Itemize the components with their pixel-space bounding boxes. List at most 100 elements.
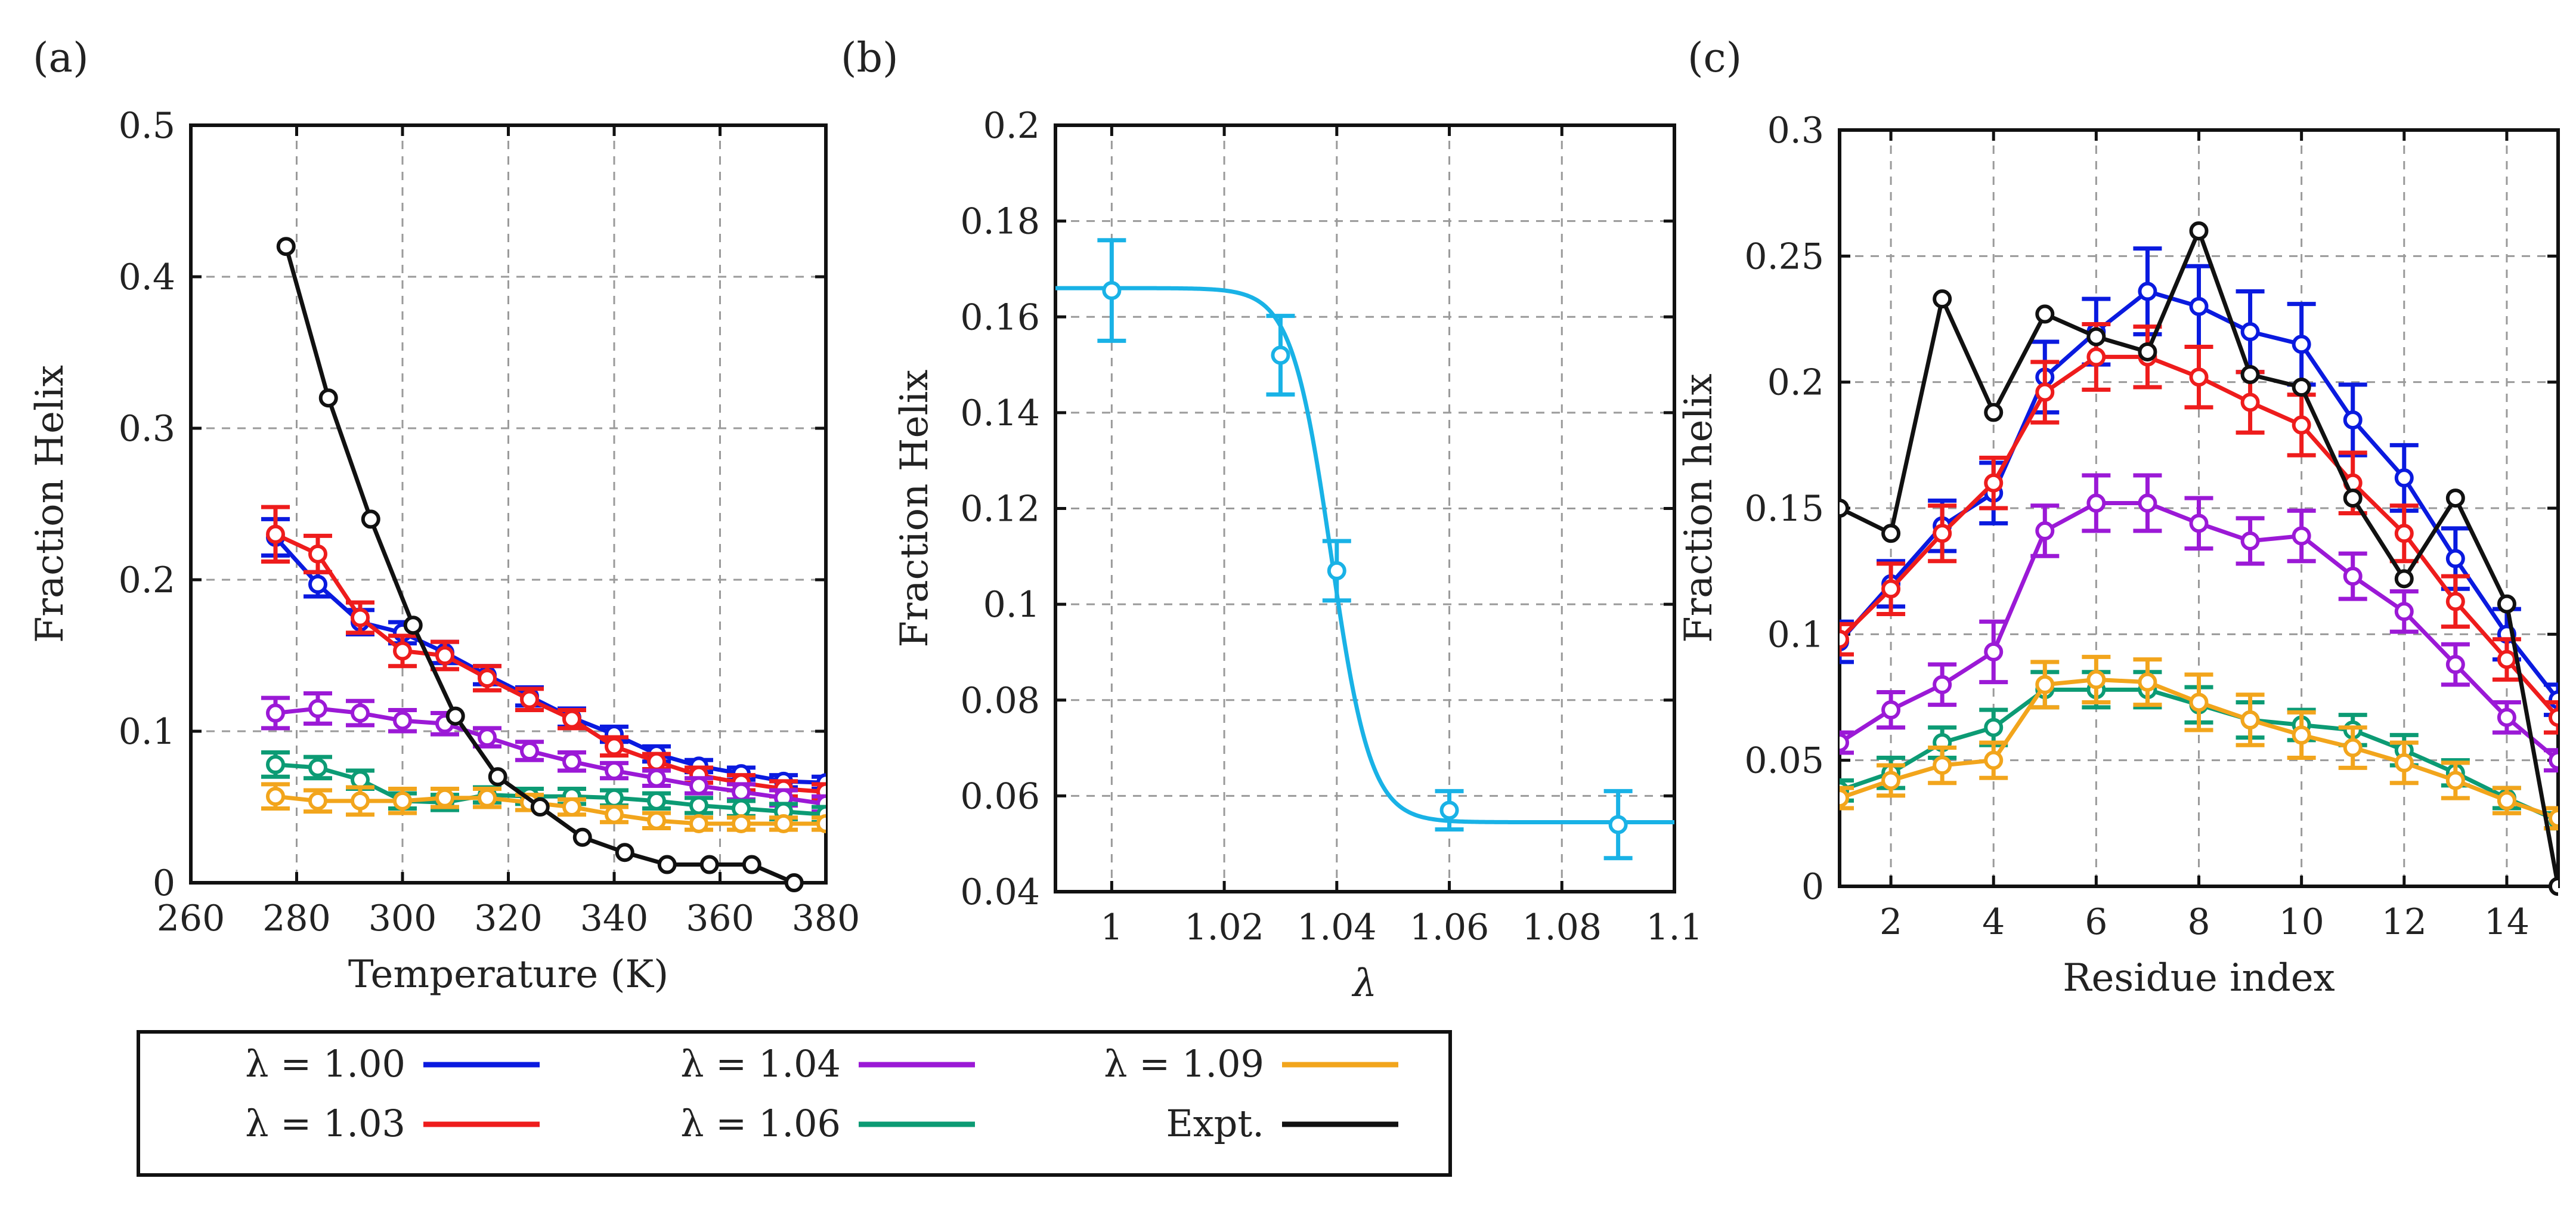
data-point-l109 [2086,670,2106,689]
data-point-l109 [2549,808,2558,828]
x-tick-label: 380 [792,898,860,939]
data-point-l103 [308,544,327,564]
plot-area [1055,238,1674,861]
plot-frame [1054,123,1676,893]
data-point-l109 [2138,672,2157,692]
data-point-l106 [1984,718,2004,737]
y-tick-label: 0.12 [960,488,1040,530]
data-point-l104 [351,703,370,723]
y-tick-label: 0.1 [983,584,1040,626]
data-point-l104 [1840,733,1849,753]
y-axis-label: Fraction helix [1677,373,1721,642]
y-axis-label: Fraction Helix [28,365,72,643]
data-point-l103 [1881,579,1901,599]
y-tick-label: 0.3 [1767,110,1824,151]
data-point-l103 [647,752,666,771]
data-point-l104 [2138,493,2157,513]
x-axis-label: Temperature (K) [348,953,668,997]
data-point-l109 [1840,789,1849,808]
data-point-l104 [2445,655,2465,675]
data-point-l104 [393,711,412,731]
data-point-l104 [2343,567,2363,586]
series-line-l100 [274,536,826,785]
fit-curve [1055,286,1674,825]
data-point-l104 [520,741,539,761]
y-tick-label: 0.16 [960,296,1040,338]
data-point-l109 [2394,753,2414,772]
data-point-l100 [2189,296,2209,316]
x-tick-label: 2 [1880,901,1902,943]
data-point-l104 [2497,707,2516,727]
plot-area [261,237,826,892]
data-point-expt [2189,221,2209,241]
data-point-expt [2240,364,2260,384]
legend-label-l104: λ = 1.04 [680,1042,841,1086]
data-point-l103 [266,524,285,544]
data-point-l104 [478,728,497,747]
legend-label-expt: Expt. [1166,1102,1264,1145]
data-point-expt [615,843,634,862]
data-point-l104 [1984,642,2004,661]
data-point-l104 [308,698,327,718]
panel-label: (a) [33,35,89,82]
data-point-l106 [647,791,666,811]
data-point-l103 [2394,524,2414,543]
data-point-l109 [774,814,793,833]
y-tick-label: 0.15 [1744,488,1824,530]
y-tick-label: 0.18 [960,201,1040,243]
data-point-l109 [2240,710,2260,730]
panel-a: (a) 260 280 300 320 340 360 380 0 0.1 0.2 0.3 0.4 0.5… [28,35,860,997]
data-point [1102,281,1122,301]
data-point-l103 [1984,473,2004,493]
data-point-expt [742,855,761,874]
data-point-l100 [308,574,327,594]
data-point-l103 [562,709,581,729]
data-point-l104 [2086,493,2106,513]
data-point-l109 [2189,692,2209,712]
data-point [1271,345,1290,365]
data-point-l109 [647,811,666,830]
data-point-l104 [266,703,285,723]
legend-label-l109: λ = 1.09 [1104,1042,1264,1086]
legend-label-l100: λ = 1.00 [245,1042,405,1086]
data-point-l104 [2394,602,2414,621]
y-tick-label: 0.2 [983,105,1040,147]
data-point-l104 [562,752,581,771]
data-point-l103 [351,608,370,627]
data-point-expt [699,855,719,874]
series-line-l103 [274,532,826,794]
y-tick-label: 0.3 [119,408,175,450]
data-point-l109 [1881,771,1901,790]
data-point-expt [361,509,380,529]
y-tick-label: 0.4 [119,256,175,298]
data-point-l104 [2189,514,2209,533]
y-tick-label: 0.05 [1744,740,1824,782]
y-tick-label: 0.2 [1767,362,1824,404]
data-point-l103 [2189,367,2209,387]
data-point-expt [445,706,465,726]
y-tick-label: 0.04 [960,871,1040,913]
data-point-l109 [1984,750,2004,770]
x-tick-label: 300 [369,898,437,939]
data-point-expt [2292,378,2311,397]
y-tick-label: 0.08 [960,680,1040,722]
data-point-l109 [393,791,412,811]
data-point-expt [1881,524,1901,543]
data-point-l109 [562,797,581,817]
data-point [1327,561,1346,580]
data-point-l103 [435,646,454,665]
data-point-l109 [605,805,624,824]
data-point-l109 [478,788,497,808]
data-point-expt [2394,569,2414,589]
data-point-l103 [2086,347,2106,367]
data-point-l104 [2549,750,2558,770]
data-point-l106 [605,788,624,808]
data-point-l104 [647,768,666,788]
x-tick-label: 14 [2484,901,2529,943]
data-point-l103 [2292,415,2311,435]
data-point-l104 [2035,521,2055,541]
x-tick-label: 1.06 [1410,907,1490,948]
data-point-l103 [2240,392,2260,412]
y-tick-label: 0 [1801,866,1824,908]
